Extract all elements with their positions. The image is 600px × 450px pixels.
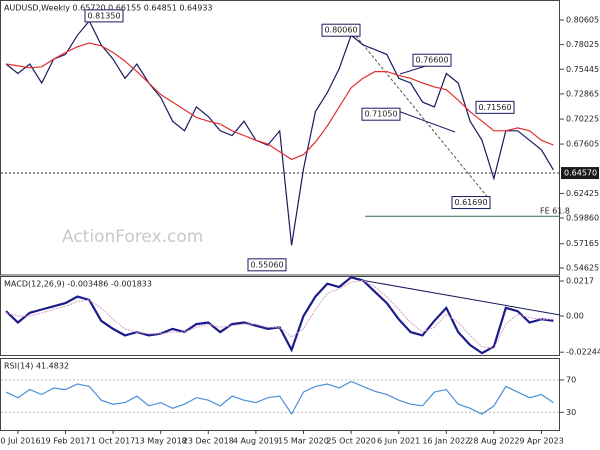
x-tick-label: 15 Mar 2020 bbox=[278, 437, 329, 446]
y-tick-label: 0.72865 bbox=[566, 89, 599, 98]
y-tick-label: 0.70225 bbox=[566, 115, 599, 124]
y-tick-label: 0.54625 bbox=[566, 263, 599, 272]
x-tick-label: 16 Jan 2022 bbox=[422, 437, 470, 446]
annotation-box bbox=[412, 53, 452, 67]
y-tick-label: 0.62425 bbox=[566, 189, 599, 198]
macd-panel bbox=[0, 276, 560, 356]
panel-title: AUDUSD,Weekly 0.65720 0.66155 0.64851 0.… bbox=[4, 4, 213, 13]
annotation-box bbox=[475, 100, 515, 114]
series-line bbox=[5, 380, 554, 416]
y-tick-label: 0.00 bbox=[566, 312, 584, 321]
series-line bbox=[5, 276, 554, 355]
rsi-panel bbox=[0, 358, 560, 431]
x-tick-label: 4 Aug 2019 bbox=[233, 437, 279, 446]
y-tick-label: 30 bbox=[566, 408, 576, 417]
x-tick-label: 6 Jun 2021 bbox=[377, 437, 420, 446]
projection-line bbox=[355, 35, 491, 201]
y-tick-label: 0.0217 bbox=[566, 277, 594, 286]
current-label: 0.64570 bbox=[564, 169, 597, 178]
y-tick-label: -0.022445 bbox=[566, 348, 600, 357]
y-tick-label: 70 bbox=[566, 375, 576, 384]
annotation-label: 0.76600 bbox=[415, 56, 448, 65]
macd-trend-line bbox=[354, 278, 561, 316]
x-tick-label: 19 Feb 2017 bbox=[41, 437, 91, 446]
y-tick-label: 0.57165 bbox=[566, 239, 599, 248]
annotation-box bbox=[321, 23, 361, 37]
series-line bbox=[5, 42, 554, 161]
annotation-label: 0.71560 bbox=[478, 103, 511, 112]
y-tick-label: 0.78025 bbox=[566, 40, 599, 49]
x-tick-label: 13 May 2018 bbox=[135, 437, 187, 446]
annotation-label: 0.71050 bbox=[364, 110, 397, 119]
annotation-label: 0.61690 bbox=[454, 198, 487, 207]
annotation-box bbox=[451, 196, 491, 210]
series-line bbox=[5, 19, 554, 246]
x-tick-label: 1 Oct 2017 bbox=[91, 437, 135, 446]
y-tick-label: 0.75445 bbox=[566, 65, 599, 74]
annotation-box bbox=[247, 258, 287, 272]
y-tick-label: 0.67605 bbox=[566, 140, 599, 149]
x-tick-label: 23 Dec 2018 bbox=[183, 437, 234, 446]
y-tick-label: 0.59860 bbox=[566, 214, 599, 223]
current-tag bbox=[561, 167, 599, 180]
price-panel bbox=[0, 0, 560, 276]
series-line bbox=[5, 279, 554, 349]
x-tick-label: 25 Oct 2020 bbox=[326, 437, 375, 446]
annotation-label: 0.81350 bbox=[87, 11, 120, 20]
panel-title: MACD(12,26,9) -0.003486 -0.001833 bbox=[4, 280, 152, 289]
annotation-box bbox=[361, 107, 401, 121]
annotation-label: 0.55060 bbox=[250, 260, 283, 269]
fe-label: FE 61.8 bbox=[540, 207, 570, 216]
annotation-box bbox=[84, 9, 124, 23]
panel-title: RSI(14) 41.4832 bbox=[4, 362, 69, 371]
x-tick-label: 9 Apr 2023 bbox=[519, 437, 563, 446]
y-tick-label: 0.80605 bbox=[566, 15, 599, 24]
watermark: ActionForex.com bbox=[62, 227, 203, 247]
annotation-label: 0.80060 bbox=[324, 26, 357, 35]
x-tick-label: 10 Jul 2016 bbox=[0, 437, 41, 446]
x-tick-label: 28 Aug 2022 bbox=[468, 437, 519, 446]
